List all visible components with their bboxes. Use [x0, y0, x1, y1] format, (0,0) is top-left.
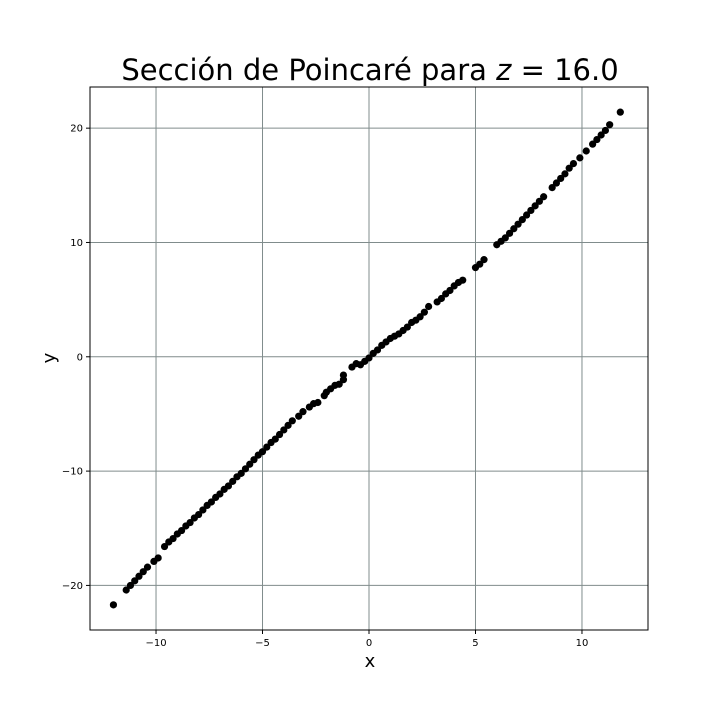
data-point — [288, 417, 296, 425]
data-point — [514, 220, 522, 228]
x-tick-label: 0 — [366, 638, 372, 649]
data-point — [616, 108, 624, 116]
data-point — [199, 506, 207, 514]
data-point — [275, 430, 284, 439]
data-point — [425, 302, 433, 311]
data-point — [135, 572, 143, 580]
data-point — [373, 346, 382, 354]
y-tick-label: −10 — [62, 467, 83, 478]
data-point — [295, 412, 303, 420]
data-point — [246, 460, 254, 468]
data-point — [576, 154, 584, 162]
data-point — [224, 482, 233, 490]
data-point — [420, 308, 428, 316]
plot-frame — [89, 86, 649, 631]
data-point — [593, 135, 601, 144]
data-point — [195, 510, 203, 519]
data-point — [139, 568, 147, 576]
data-point — [143, 563, 152, 571]
y-axis-label: y — [39, 352, 60, 363]
data-point — [597, 131, 605, 139]
data-point — [505, 229, 514, 237]
data-point — [335, 380, 343, 388]
data-point — [501, 234, 509, 242]
data-point — [263, 443, 271, 451]
data-point — [531, 202, 539, 210]
data-point — [459, 276, 467, 284]
data-point — [177, 526, 186, 535]
data-point — [527, 206, 535, 215]
data-point — [229, 477, 237, 485]
data-point — [299, 408, 307, 416]
y-tick-label: −20 — [62, 581, 83, 592]
data-point — [169, 534, 177, 543]
data-point — [523, 211, 531, 219]
data-point — [339, 376, 348, 384]
data-point — [548, 183, 556, 192]
data-point — [280, 426, 288, 434]
data-point — [160, 542, 169, 551]
x-tick-label: −10 — [145, 638, 166, 649]
data-point — [258, 448, 267, 456]
data-point — [237, 469, 245, 477]
data-point — [109, 601, 118, 609]
data-point — [569, 159, 578, 168]
data-point — [250, 456, 258, 464]
grid-lines — [90, 87, 648, 630]
data-point — [122, 586, 130, 594]
chart-title-variable: z — [495, 53, 512, 87]
data-point — [606, 121, 614, 129]
data-point — [271, 435, 279, 443]
y-tick-label: 10 — [70, 238, 83, 249]
data-points — [109, 108, 624, 609]
data-point — [589, 140, 597, 148]
data-point — [437, 294, 446, 303]
data-point — [186, 518, 194, 527]
x-tick-label: 10 — [576, 638, 589, 649]
data-point — [154, 554, 162, 562]
x-tick-label: 5 — [472, 638, 478, 649]
data-point — [216, 490, 224, 498]
data-point — [582, 147, 590, 155]
data-point — [131, 577, 139, 585]
x-axis-label: x — [365, 651, 376, 672]
data-point — [365, 354, 373, 362]
data-point — [518, 216, 526, 224]
axis-ticks: −10 −5 0 5 10 −20 −10 0 10 20 — [62, 124, 588, 649]
x-tick-label: −5 — [255, 638, 270, 649]
data-point — [565, 164, 573, 172]
data-point — [126, 581, 135, 590]
y-tick-label: 20 — [70, 124, 83, 135]
data-point — [403, 323, 411, 331]
data-point — [561, 170, 569, 178]
data-point — [476, 260, 484, 268]
data-point — [284, 421, 292, 429]
chart-title: Sección de Poincaré para z = 16.0 — [121, 53, 618, 87]
data-point — [552, 179, 561, 187]
data-point — [535, 197, 543, 205]
data-point — [207, 498, 215, 506]
data-point — [480, 256, 488, 264]
data-point — [557, 174, 565, 183]
data-point — [540, 193, 548, 201]
data-point — [446, 286, 454, 295]
data-point — [416, 313, 424, 321]
data-point — [241, 465, 250, 473]
data-point — [510, 225, 518, 233]
y-tick-label: 0 — [77, 352, 83, 363]
data-point — [601, 126, 610, 135]
data-point — [314, 398, 322, 407]
